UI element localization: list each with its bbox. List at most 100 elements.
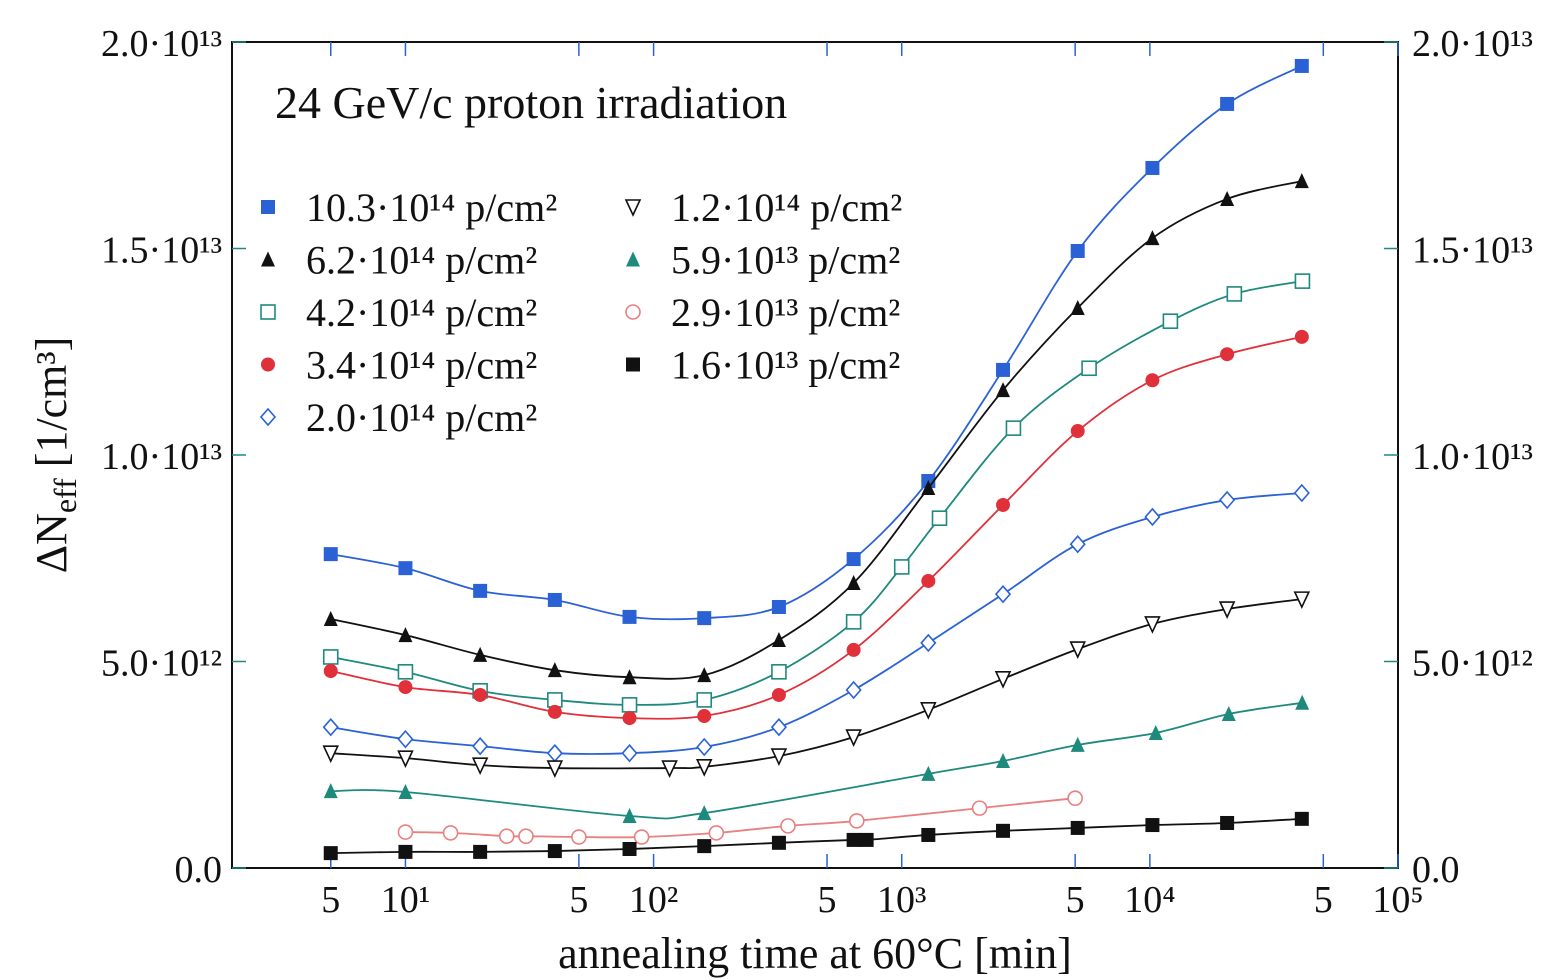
y-label-sub: eff [47, 478, 83, 513]
x-tick-label: 10¹ [381, 879, 430, 921]
marker [1144, 507, 1161, 527]
legend-label: 1.2·10¹⁴ p/cm² [671, 185, 902, 230]
marker [1220, 190, 1235, 206]
marker [1145, 373, 1160, 388]
legend-marker [259, 407, 277, 427]
x-tick-label: 10³ [877, 879, 926, 921]
marker [323, 547, 338, 562]
marker [621, 743, 638, 763]
legend-marker [261, 357, 275, 372]
marker [1144, 616, 1161, 634]
legend-label: 2.0·10¹⁴ p/cm² [306, 395, 537, 440]
marker [1294, 273, 1311, 289]
marker [1219, 490, 1236, 510]
marker [921, 573, 936, 588]
marker [931, 510, 948, 526]
marker [1081, 360, 1097, 377]
marker [1145, 818, 1160, 833]
marker [1294, 173, 1309, 189]
legend-marker [261, 251, 275, 267]
marker [547, 592, 562, 607]
marker [622, 609, 637, 624]
marker [547, 844, 562, 859]
marker [546, 743, 563, 763]
legend-marker [625, 304, 641, 320]
marker [442, 825, 459, 841]
marker [996, 497, 1011, 512]
marker [996, 362, 1011, 377]
marker [771, 599, 786, 614]
marker [473, 583, 488, 598]
marker [921, 480, 936, 496]
x-axis-label: annealing time at 60°C [min] [558, 929, 1072, 978]
marker [473, 687, 488, 702]
x-tick-label: 5 [569, 879, 588, 921]
x-tick-label: 5 [818, 879, 837, 921]
marker [1220, 347, 1235, 362]
x-tick-label: 5 [1314, 879, 1333, 921]
legend-label: 4.2·10¹⁴ p/cm² [306, 290, 537, 335]
marker [323, 663, 338, 678]
marker [1226, 286, 1243, 302]
marker [1145, 160, 1160, 175]
legend-label: 5.9·10¹³ p/cm² [671, 238, 900, 283]
marker [397, 824, 414, 840]
marker [1294, 329, 1309, 344]
marker [323, 783, 338, 799]
marker [471, 757, 489, 776]
marker [322, 717, 339, 737]
marker [473, 844, 488, 859]
marker [547, 704, 562, 719]
marker [1067, 790, 1083, 807]
marker [397, 729, 414, 749]
marker [547, 692, 563, 708]
marker [697, 709, 712, 724]
marker [697, 805, 712, 821]
y-tick-label: 1.0·10¹³ [101, 436, 222, 478]
marker [697, 611, 712, 626]
marker [846, 832, 861, 847]
marker [846, 575, 861, 591]
marker [622, 711, 637, 726]
marker [1145, 230, 1160, 246]
x-tick-label: 10² [629, 879, 678, 921]
y-tick-label: 1.5·10¹³ [101, 230, 222, 272]
legend-label: 3.4·10¹⁴ p/cm² [306, 343, 537, 388]
legend-label: 2.9·10¹³ p/cm² [671, 290, 900, 335]
marker [1220, 815, 1235, 830]
marker [1070, 736, 1085, 752]
marker [1294, 58, 1309, 73]
marker [398, 844, 413, 859]
y2-tick-label: 5.0·10¹² [1412, 643, 1533, 685]
legend-label: 6.2·10¹⁴ p/cm² [306, 238, 537, 283]
marker [848, 813, 865, 829]
marker [845, 729, 862, 747]
marker [921, 765, 936, 781]
x-tick-label: 10⁵ [1372, 879, 1423, 921]
x-tick-label: 5 [321, 879, 340, 921]
marker [1005, 420, 1022, 436]
marker [695, 759, 713, 777]
marker [323, 846, 338, 861]
marker [398, 627, 413, 643]
marker [622, 807, 637, 823]
y-axis-label: ΔNeff [1/cm³] [27, 337, 83, 574]
marker [996, 823, 1011, 838]
marker [994, 584, 1012, 604]
marker [696, 692, 713, 708]
marker [1220, 96, 1235, 111]
fit-curve [330, 701, 1303, 820]
marker [398, 784, 413, 800]
marker [770, 717, 787, 737]
fit-curve [330, 336, 1303, 720]
marker [1162, 313, 1179, 329]
legend-marker [626, 357, 640, 372]
marker [498, 828, 515, 844]
marker [661, 760, 678, 778]
y2-tick-label: 2.0·10¹³ [1412, 23, 1533, 65]
marker [397, 750, 414, 769]
marker [1070, 820, 1085, 835]
marker [398, 561, 413, 576]
x-tick-label: 5 [1066, 879, 1085, 921]
